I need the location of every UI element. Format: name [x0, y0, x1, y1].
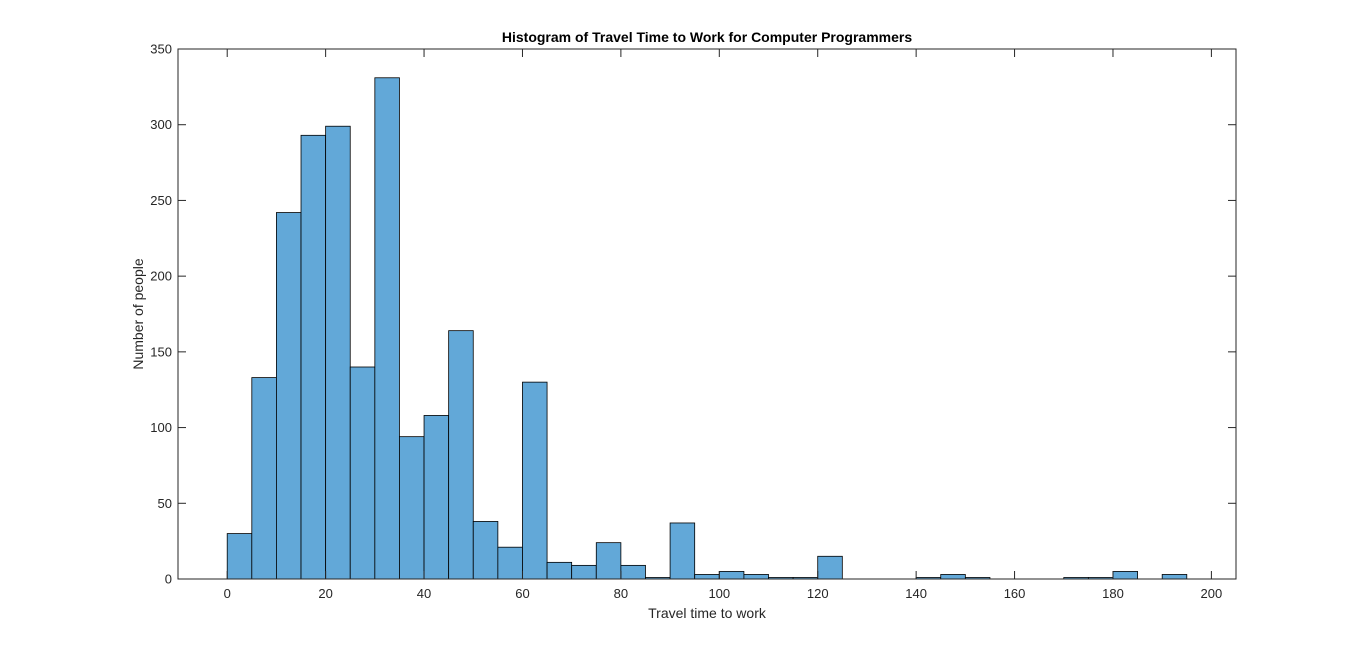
x-tick-label: 120 — [807, 586, 829, 601]
y-axis-label: Number of people — [130, 258, 146, 370]
x-tick-label: 200 — [1201, 586, 1223, 601]
histogram-bar — [423, 415, 450, 580]
histogram-bar — [497, 546, 523, 580]
x-tick-label: 160 — [1004, 586, 1026, 601]
histogram-bar — [522, 381, 548, 580]
y-tick-label: 350 — [150, 42, 172, 57]
histogram-bar — [546, 561, 573, 580]
bars-layer — [226, 77, 1188, 580]
histogram-bar — [817, 555, 843, 580]
histogram-bar — [1112, 571, 1138, 580]
histogram-bar — [325, 125, 351, 580]
x-tick-label: 100 — [708, 586, 730, 601]
y-tick-label: 250 — [150, 193, 172, 208]
histogram-bar — [251, 377, 277, 580]
x-tick-label: 180 — [1102, 586, 1124, 601]
y-tick-label: 0 — [165, 572, 172, 587]
ticks-layer: 0 20 40 60 80 100 120 140 160 180 200 0 50 100 150 200 2… — [150, 42, 1236, 601]
y-tick-label: 100 — [150, 420, 172, 435]
histogram-bar — [448, 330, 474, 580]
histogram-bar — [718, 571, 745, 580]
x-tick-label: 40 — [417, 586, 431, 601]
axes-box — [177, 48, 1237, 580]
x-tick-label: 140 — [905, 586, 927, 601]
histogram-bar — [571, 564, 597, 580]
histogram-bar — [226, 533, 253, 580]
histogram-bar — [743, 574, 769, 580]
x-axis-label: Travel time to work — [648, 605, 767, 621]
histogram-bar — [276, 212, 302, 580]
histogram-bar — [472, 521, 499, 580]
y-tick-label: 150 — [150, 344, 172, 359]
x-tick-label: 20 — [318, 586, 332, 601]
histogram-bar — [620, 564, 646, 580]
x-tick-label: 0 — [224, 586, 231, 601]
histogram-bar — [595, 542, 622, 580]
histogram-bar — [300, 134, 327, 580]
histogram-bar — [399, 436, 425, 580]
histogram-bar — [669, 522, 696, 580]
histogram-bar — [694, 574, 720, 580]
x-tick-label: 80 — [614, 586, 628, 601]
y-tick-label: 200 — [150, 269, 172, 284]
histogram-bar — [374, 77, 400, 580]
y-tick-label: 300 — [150, 117, 172, 132]
histogram-bar — [349, 366, 376, 580]
x-tick-label: 60 — [515, 586, 529, 601]
y-tick-label: 50 — [158, 496, 172, 511]
histogram-bar — [1161, 574, 1188, 580]
histogram-bar — [940, 574, 966, 580]
chart-title: Histogram of Travel Time to Work for Com… — [502, 29, 912, 45]
